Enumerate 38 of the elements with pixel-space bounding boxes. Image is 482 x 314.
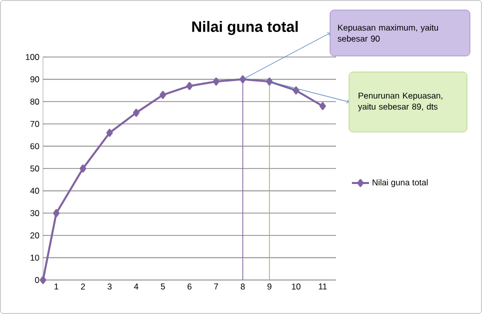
point	[240, 75, 246, 84]
x-tick-label: 3	[108, 284, 112, 290]
point	[212, 78, 220, 86]
annotation: Penurunan Kepuasan, yaitu sebesar 89, dts	[358, 92, 442, 112]
y-tick-label: 100	[26, 54, 40, 60]
chart-title: Nilai guna total	[192, 20, 298, 36]
y-tick-label: 40	[30, 188, 40, 194]
point	[186, 82, 193, 90]
y-tick-label: 30	[30, 210, 40, 216]
y-tick-label: 10	[30, 254, 40, 261]
x-tick-label: 5	[160, 284, 165, 290]
y-tick-label: 70	[30, 120, 40, 127]
legend-label: Nilai guna total	[372, 179, 428, 188]
y-tick-label: 0	[35, 277, 40, 284]
x-tick-label: 7	[214, 284, 218, 290]
point	[40, 276, 46, 284]
point	[132, 108, 140, 117]
point	[80, 164, 86, 172]
x-tick-label: 4	[134, 284, 138, 290]
x-tick-label: 2	[81, 284, 85, 290]
point	[106, 128, 113, 137]
y-tick-label: 90	[30, 76, 40, 82]
x-tick-label: 1	[54, 284, 58, 290]
point	[319, 102, 326, 110]
y-tick-label: 80	[30, 98, 40, 105]
y-tick-label: 50	[30, 165, 40, 172]
y-tick-label: 20	[30, 232, 40, 238]
x-tick-label: 6	[188, 284, 192, 290]
x-tick-label: 11	[318, 284, 327, 290]
point	[53, 209, 60, 218]
x-tick-label: 9	[267, 284, 272, 290]
point	[292, 86, 300, 94]
x-tick-label: 8	[240, 284, 245, 290]
y-tick-label: 60	[30, 143, 40, 150]
x-tick-label: 10	[292, 284, 300, 290]
point	[160, 90, 166, 99]
annotation: Kepuasan maximum, yaitu sebesar 90	[338, 24, 438, 42]
point	[266, 78, 273, 86]
